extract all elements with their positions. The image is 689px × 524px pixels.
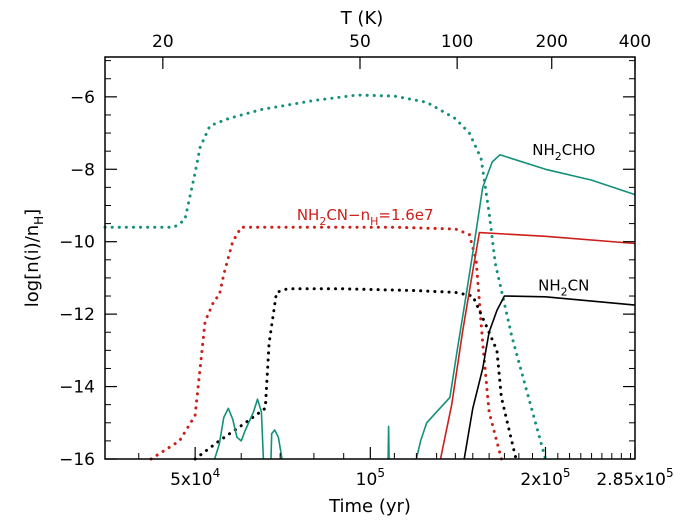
x-tick-label-exp: 4 [213, 466, 221, 480]
x-tick-label: 2.85x105 [596, 466, 673, 490]
y-axis-label-suffix: ] [22, 209, 43, 216]
y-axis-label-prefix: log[n(i)/n [22, 225, 43, 307]
x-tick-label-exp: 5 [377, 466, 385, 480]
nh2cn-high-density-label: NH2CN−nH=1.6e7 [297, 206, 434, 228]
nh2cho-label: NH2CHO [532, 141, 595, 163]
nh2cn-label-part: NH [538, 277, 561, 295]
nh2cn-high-density-label-part: CN−n [326, 206, 370, 224]
x-tick-label-exp: 5 [666, 466, 674, 480]
x-tick-label-base: 5x10 [170, 470, 213, 490]
nh2cho-label-part: NH [532, 141, 555, 159]
x-tick-label-exp: 5 [563, 466, 571, 480]
series-line-4 [213, 398, 265, 460]
top-tick-label: 400 [619, 32, 651, 52]
x-axis-label: Time (yr) [328, 496, 411, 517]
series-line-7 [415, 154, 636, 460]
series-line-6 [387, 425, 390, 460]
top-tick-label: 50 [349, 32, 371, 52]
y-axis-label: log[n(i)/nH] [22, 209, 46, 307]
nh2cn-label-part: CN [568, 277, 590, 295]
y-tick-label: −14 [59, 378, 95, 398]
plot-frame [104, 56, 636, 460]
top-tick-label: 20 [152, 32, 174, 52]
nh2cn-high-density-label-part: H [370, 215, 378, 228]
y-axis-label-sub: H [32, 216, 46, 225]
series-line-2 [149, 225, 503, 461]
nh2cn-high-density-label-part: NH [297, 206, 320, 224]
nh2cn-high-density-label-part: =1.6e7 [378, 206, 433, 224]
x-tick-label-base: 2.85x10 [596, 470, 666, 490]
x-tick-label: 2x105 [520, 466, 570, 490]
nh2cho-label-part: 2 [555, 150, 562, 163]
nh2cn-label: NH2CN [538, 277, 589, 299]
y-tick-label: −10 [59, 233, 95, 253]
series-line-3 [193, 287, 518, 461]
series-layer [103, 93, 636, 461]
top-axis-label: T (K) [340, 8, 384, 29]
x-tick-label: 5x104 [170, 466, 220, 490]
series-line-5 [270, 429, 283, 460]
nh2cn-high-density-label-part: 2 [319, 215, 326, 228]
y-tick-label: −6 [70, 88, 95, 108]
x-tick-label-base: 2x10 [520, 470, 563, 490]
series-line-1 [103, 93, 547, 461]
series-line-9 [463, 295, 636, 460]
series-line-8 [439, 231, 636, 460]
y-tick-label: −16 [59, 450, 95, 470]
top-tick-label: 100 [441, 32, 473, 52]
nh2cho-label-part: CHO [562, 141, 596, 159]
top-tick-label: 200 [536, 32, 568, 52]
x-tick-label-base: 10 [356, 470, 378, 490]
y-tick-label: −8 [70, 160, 95, 180]
nh2cn-label-part: 2 [561, 286, 568, 299]
x-tick-label: 105 [356, 466, 385, 490]
y-tick-label: −12 [59, 305, 95, 325]
